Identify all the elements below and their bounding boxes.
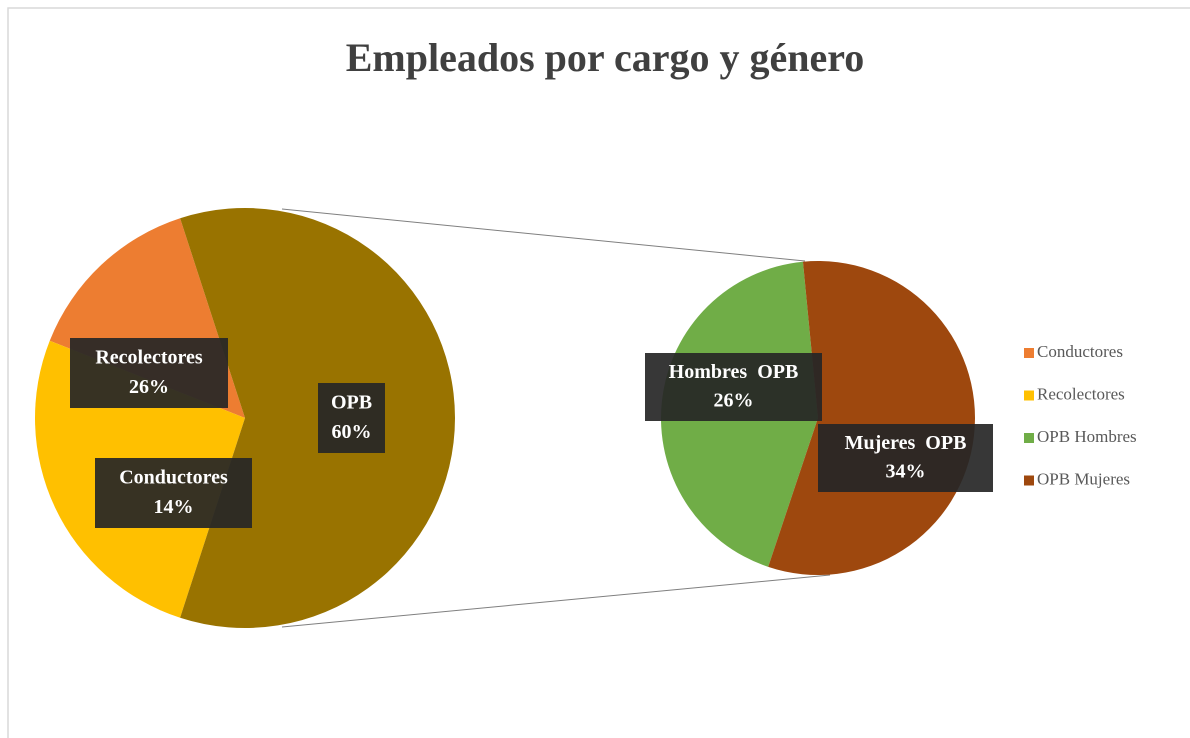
- data-label-box: [70, 338, 228, 408]
- data-label-box: [818, 424, 993, 492]
- data-label-box: [95, 458, 252, 528]
- data-label-value: 60%: [332, 421, 372, 443]
- data-label-value: 26%: [714, 390, 754, 412]
- legend-label: Conductores: [1037, 342, 1123, 361]
- legend-swatch: [1024, 348, 1034, 358]
- data-label-name: Mujeres OPB: [845, 432, 967, 454]
- legend-swatch: [1024, 433, 1034, 443]
- data-label-value: 14%: [154, 496, 194, 518]
- connector-line: [281, 574, 831, 628]
- data-label-name: Conductores: [119, 467, 228, 489]
- legend-label: OPB Mujeres: [1037, 469, 1130, 488]
- data-label-box: [318, 383, 385, 453]
- connector-line: [281, 208, 806, 262]
- data-label-name: Hombres OPB: [669, 361, 799, 383]
- data-label-name: OPB: [331, 392, 372, 414]
- legend-swatch: [1024, 475, 1034, 486]
- subpie-slice: [768, 261, 975, 575]
- data-label-value: 34%: [886, 461, 926, 483]
- legend-swatch: [1024, 390, 1034, 401]
- chart-border: [7, 7, 1190, 738]
- chart-title: Empleados por cargo y género: [346, 35, 865, 80]
- data-label-value: 26%: [129, 376, 169, 398]
- legend-label: OPB Hombres: [1037, 427, 1137, 446]
- data-label-name: Recolectores: [95, 347, 203, 369]
- legend-label: Recolectores: [1037, 384, 1125, 403]
- data-label-box: [645, 353, 822, 421]
